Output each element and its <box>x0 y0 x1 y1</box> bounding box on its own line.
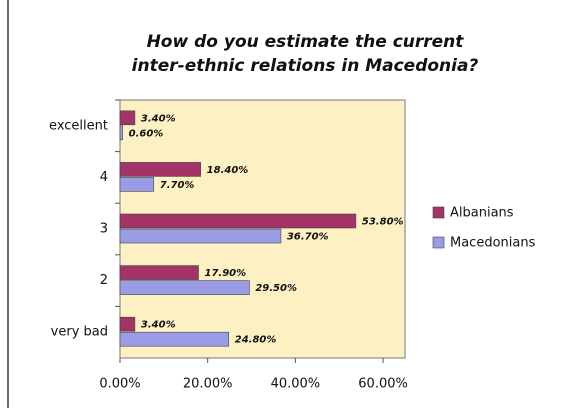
x-tick-label: 20.00% <box>183 377 233 392</box>
y-tick-label: 3 <box>100 222 108 237</box>
bar <box>119 213 357 229</box>
y-tick-label: 2 <box>100 273 108 288</box>
y-tick-label: 4 <box>100 170 108 185</box>
value-label: 53.80% <box>362 217 404 228</box>
y-tick-label: very bad <box>51 325 108 340</box>
bar <box>119 177 155 192</box>
legend-swatch <box>432 236 445 249</box>
y-tick-label: excellent <box>49 118 108 133</box>
legend-label: Albanians <box>450 206 514 221</box>
value-label: 24.80% <box>235 335 277 346</box>
value-label: 36.70% <box>287 232 329 243</box>
value-label: 3.40% <box>141 113 176 124</box>
x-tick-label: 40.00% <box>271 377 321 392</box>
x-tick-label: 0.00% <box>99 377 140 392</box>
legend-swatch <box>432 206 445 219</box>
value-label: 3.40% <box>141 320 176 331</box>
legend-label: Macedonians <box>450 236 536 251</box>
value-label: 17.90% <box>204 268 246 279</box>
bar <box>119 110 136 126</box>
chart-title: How do you estimate the current inter-eth… <box>132 32 479 76</box>
value-label: 7.70% <box>160 180 195 191</box>
bar <box>119 331 230 347</box>
bar <box>119 228 282 244</box>
bar <box>119 125 123 141</box>
bar <box>119 280 250 295</box>
value-label: 29.50% <box>255 283 297 294</box>
bar <box>119 162 201 177</box>
value-label: 0.60% <box>129 128 164 139</box>
x-tick-label: 60.00% <box>358 377 408 392</box>
bar <box>119 316 136 332</box>
bar <box>119 265 199 280</box>
value-label: 18.40% <box>207 165 249 176</box>
